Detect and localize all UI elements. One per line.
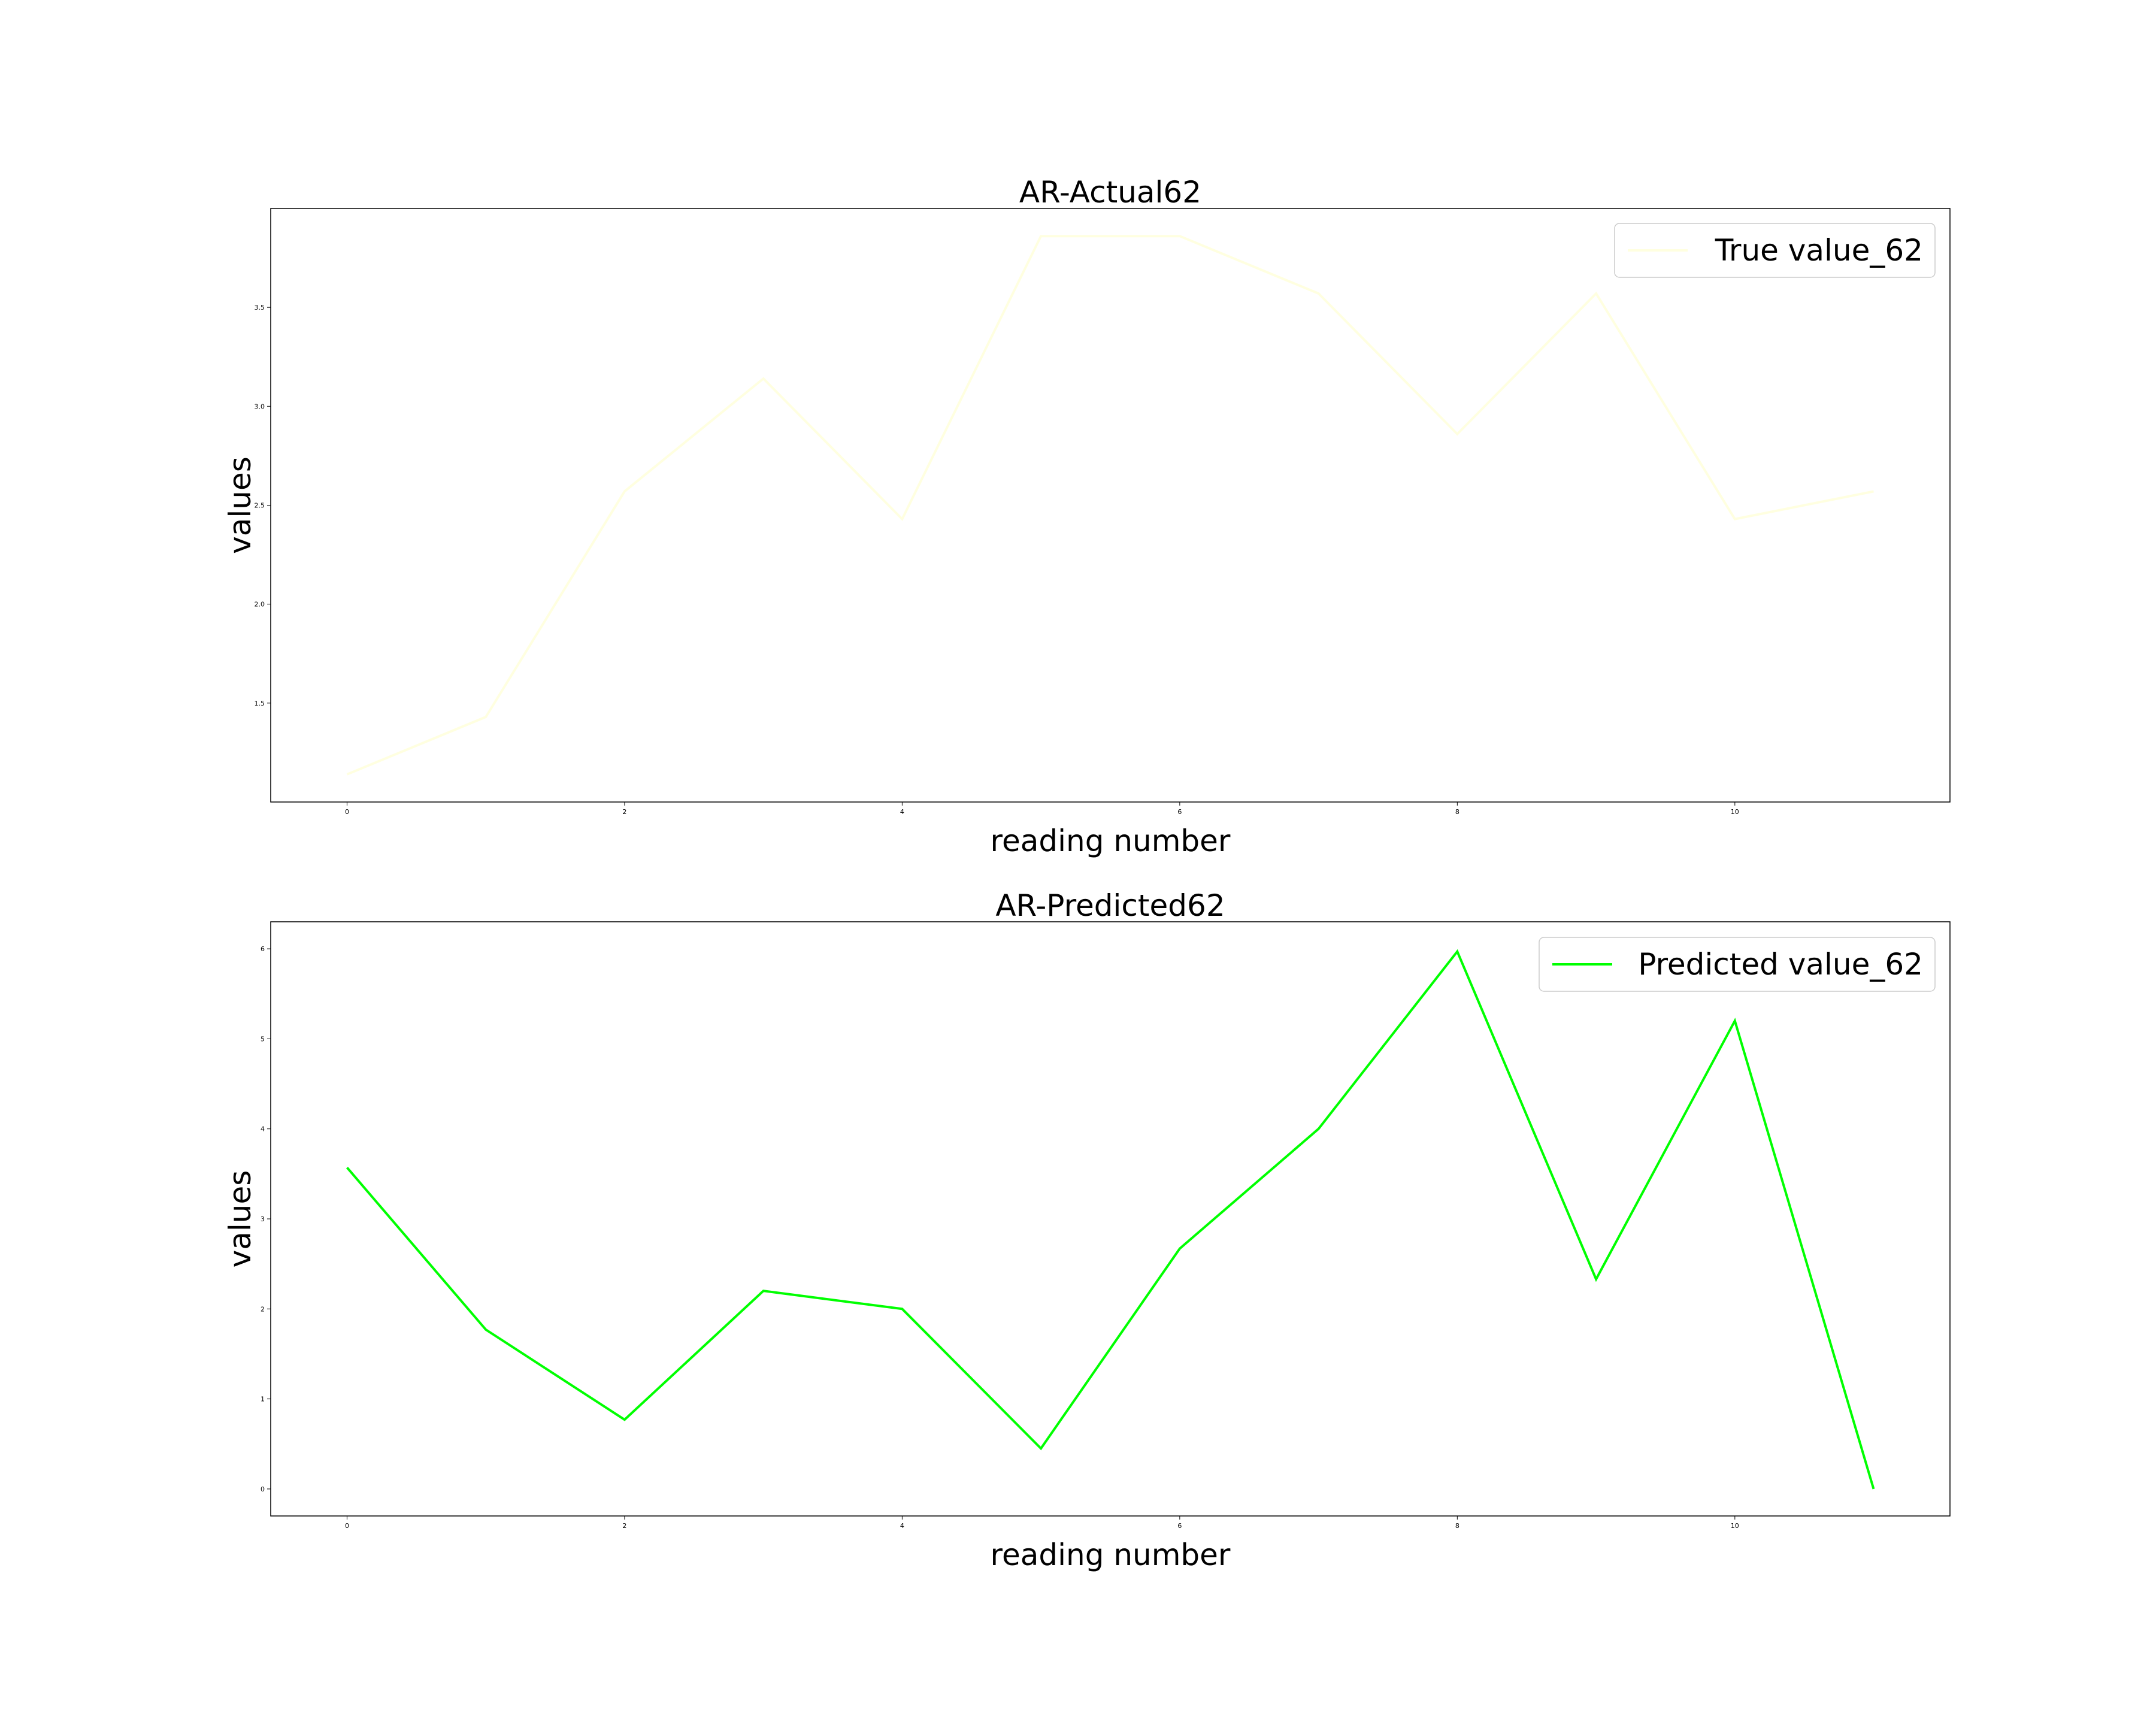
chart-1-x-tick-label: 0 [345,808,349,816]
chart-2-x-tick-label: 8 [1455,1522,1459,1530]
chart-2-y-tick-label: 2 [261,1305,265,1313]
chart-1-y-tick-label: 1.5 [255,700,265,707]
chart-2-y-tick-label: 6 [261,945,265,953]
chart-1-y-tick-label: 2.0 [255,601,265,609]
chart-1-x-tick-label: 2 [622,808,626,816]
chart-2-x-tick-label: 6 [1177,1522,1182,1530]
chart-2-title: AR-Predicted62 [995,888,1225,923]
chart-1-y-axis-label: values [223,456,258,554]
chart-2-y-tick-label: 4 [261,1125,265,1133]
chart-2-y-tick-label: 3 [261,1215,265,1223]
chart-1-x-tick-label: 8 [1455,808,1459,816]
chart-1-x-axis-label: reading number [991,824,1231,858]
chart-2-legend-label: Predicted value_62 [1638,947,1923,982]
chart-1-x-tick-label: 4 [900,808,904,816]
chart-2-x-tick-label: 4 [900,1522,904,1530]
chart-2-x-tick-label: 10 [1731,1522,1739,1530]
chart-2-series-line [346,949,1875,1490]
chart-1-series-line [346,235,1874,776]
chart-1-y-tick-label: 2.5 [255,502,265,510]
chart-2-y-tick-label: 5 [261,1035,265,1043]
chart-1-y-tick-label: 3.0 [255,402,265,410]
chart-1-legend-box [1614,223,1936,278]
chart-1-y-tick-label: 3.5 [255,304,265,311]
chart-1-title: AR-Actual62 [1019,175,1201,210]
chart-2-axes-frame [270,921,1951,1517]
chart-2-y-axis-label: values [223,1170,258,1268]
chart-2-y-tick-label: 0 [261,1485,265,1493]
chart-2-x-axis-label: reading number [991,1538,1231,1572]
chart-2-x-tick-label: 0 [345,1522,349,1530]
chart-2-legend-box [1539,937,1936,992]
chart-1-x-tick-label: 10 [1731,808,1739,816]
chart-1-axes-frame [270,208,1951,803]
chart-1-x-tick-label: 6 [1177,808,1182,816]
chart-2-y-tick-label: 1 [261,1396,265,1403]
chart-2-x-tick-label: 2 [622,1522,626,1530]
chart-1-legend-label: True value_62 [1715,233,1923,268]
